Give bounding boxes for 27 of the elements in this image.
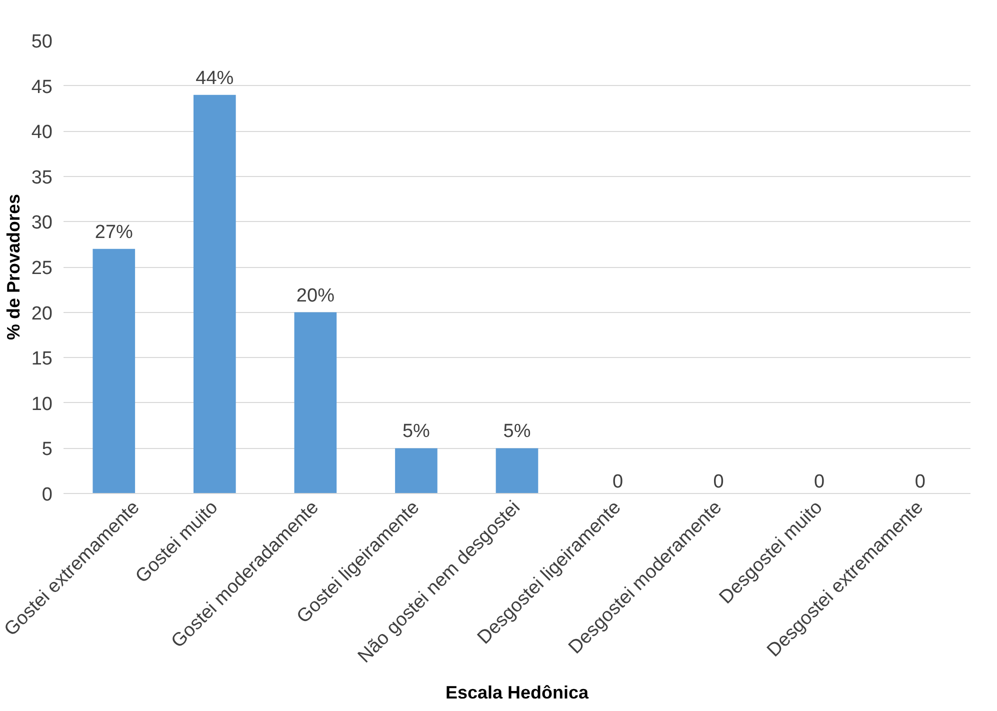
data-label: 20% [296,285,335,306]
bar [92,248,136,494]
bar [395,448,438,494]
data-label: 44% [196,68,234,89]
y-tick-label: 25 [31,258,53,279]
data-label: 5% [402,421,430,442]
data-label: 27% [94,222,134,243]
y-tick-label: 5 [42,439,53,460]
bar [194,94,236,494]
data-label: 5% [503,421,531,442]
bar [496,448,538,494]
y-tick-label: 40 [31,122,53,144]
y-tick-label: 10 [31,394,53,415]
data-label: 0 [612,472,624,492]
x-axis-title: Escala Hedônica [445,682,590,703]
y-tick-label: 30 [31,212,53,234]
y-tick-label: 15 [31,348,53,370]
data-label: 0 [814,472,825,492]
data-label: 0 [713,472,724,492]
y-axis-title: % de Provadores [3,194,24,340]
y-tick-label: 50 [31,32,53,52]
y-tick-label: 0 [42,484,53,506]
y-tick-label: 20 [31,303,53,324]
y-tick-label: 45 [31,76,53,98]
data-label: 0 [914,472,926,492]
y-tick-label: 35 [31,167,53,188]
bar [294,312,337,494]
